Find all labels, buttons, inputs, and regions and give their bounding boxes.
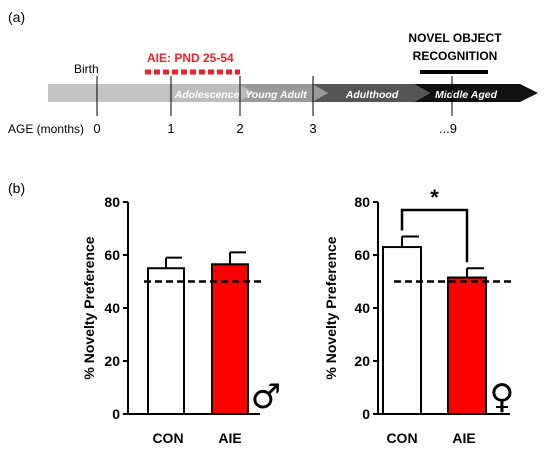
male-symbol-icon: ♂ (251, 377, 281, 417)
timeline-segment-middle-aged (414, 84, 538, 102)
category-label-aie: AIE (218, 430, 241, 446)
aie-period-label: AIE: PND 25-54 (147, 51, 234, 65)
birth-label: Birth (74, 62, 99, 76)
age-tick-label-1: 1 (167, 121, 174, 136)
age-tick-label-2: 2 (236, 121, 243, 136)
chart-male: % Novelty Preference 0 20 40 60 80 CON AIE ♂ (81, 194, 281, 446)
y-axis-label: % Novelty Preference (323, 236, 339, 379)
bar-aie (211, 263, 249, 415)
stage-label-adulthood: Adulthood (345, 89, 399, 101)
panel-a-label: (a) (8, 9, 25, 25)
age-tick-label-9: ...9 (439, 121, 457, 136)
y-axis-label: % Novelty Preference (81, 236, 97, 379)
timeline-segment-infancy (48, 84, 168, 102)
stage-label-middle-aged: Middle Aged (435, 89, 498, 101)
y-tick-label: 0 (112, 406, 120, 422)
y-tick-label: 60 (104, 247, 120, 263)
y-tick-label: 80 (104, 194, 120, 210)
bar-con (147, 267, 185, 415)
category-label-con: CON (152, 430, 183, 446)
age-tick-label-3: 3 (309, 121, 316, 136)
nor-label-line1: NOVEL OBJECT (408, 31, 502, 45)
timeline-segment-young-adult (238, 84, 328, 102)
stage-label-young-adult: Young Adult (245, 89, 307, 101)
y-tick-label: 0 (362, 406, 370, 422)
chart-female: % Novelty Preference 0 20 40 60 80 CON AIE * ♀ (323, 185, 514, 446)
significance-marker: * (430, 185, 439, 210)
bar-aie (447, 276, 487, 415)
panel-b-label: (b) (8, 180, 25, 196)
age-axis-label: AGE (months) (8, 122, 84, 136)
bar-con (382, 246, 422, 415)
nor-label-line2: RECOGNITION (413, 49, 498, 63)
y-tick-label: 20 (354, 353, 370, 369)
age-tick-label-0: 0 (93, 121, 100, 136)
significance-bracket (400, 208, 469, 263)
y-tick-label: 20 (104, 353, 120, 369)
category-label-aie: AIE (452, 430, 475, 446)
category-label-con: CON (386, 430, 417, 446)
timeline-segment-adolescence (168, 84, 254, 102)
female-symbol-icon: ♀ (490, 377, 515, 417)
stage-label-adolescence: Adolescence (174, 89, 240, 101)
y-tick-label: 80 (354, 194, 370, 210)
y-tick-label: 60 (354, 247, 370, 263)
timeline-segment-adulthood (312, 84, 430, 102)
y-tick-label: 40 (354, 300, 370, 316)
y-tick-label: 40 (104, 300, 120, 316)
